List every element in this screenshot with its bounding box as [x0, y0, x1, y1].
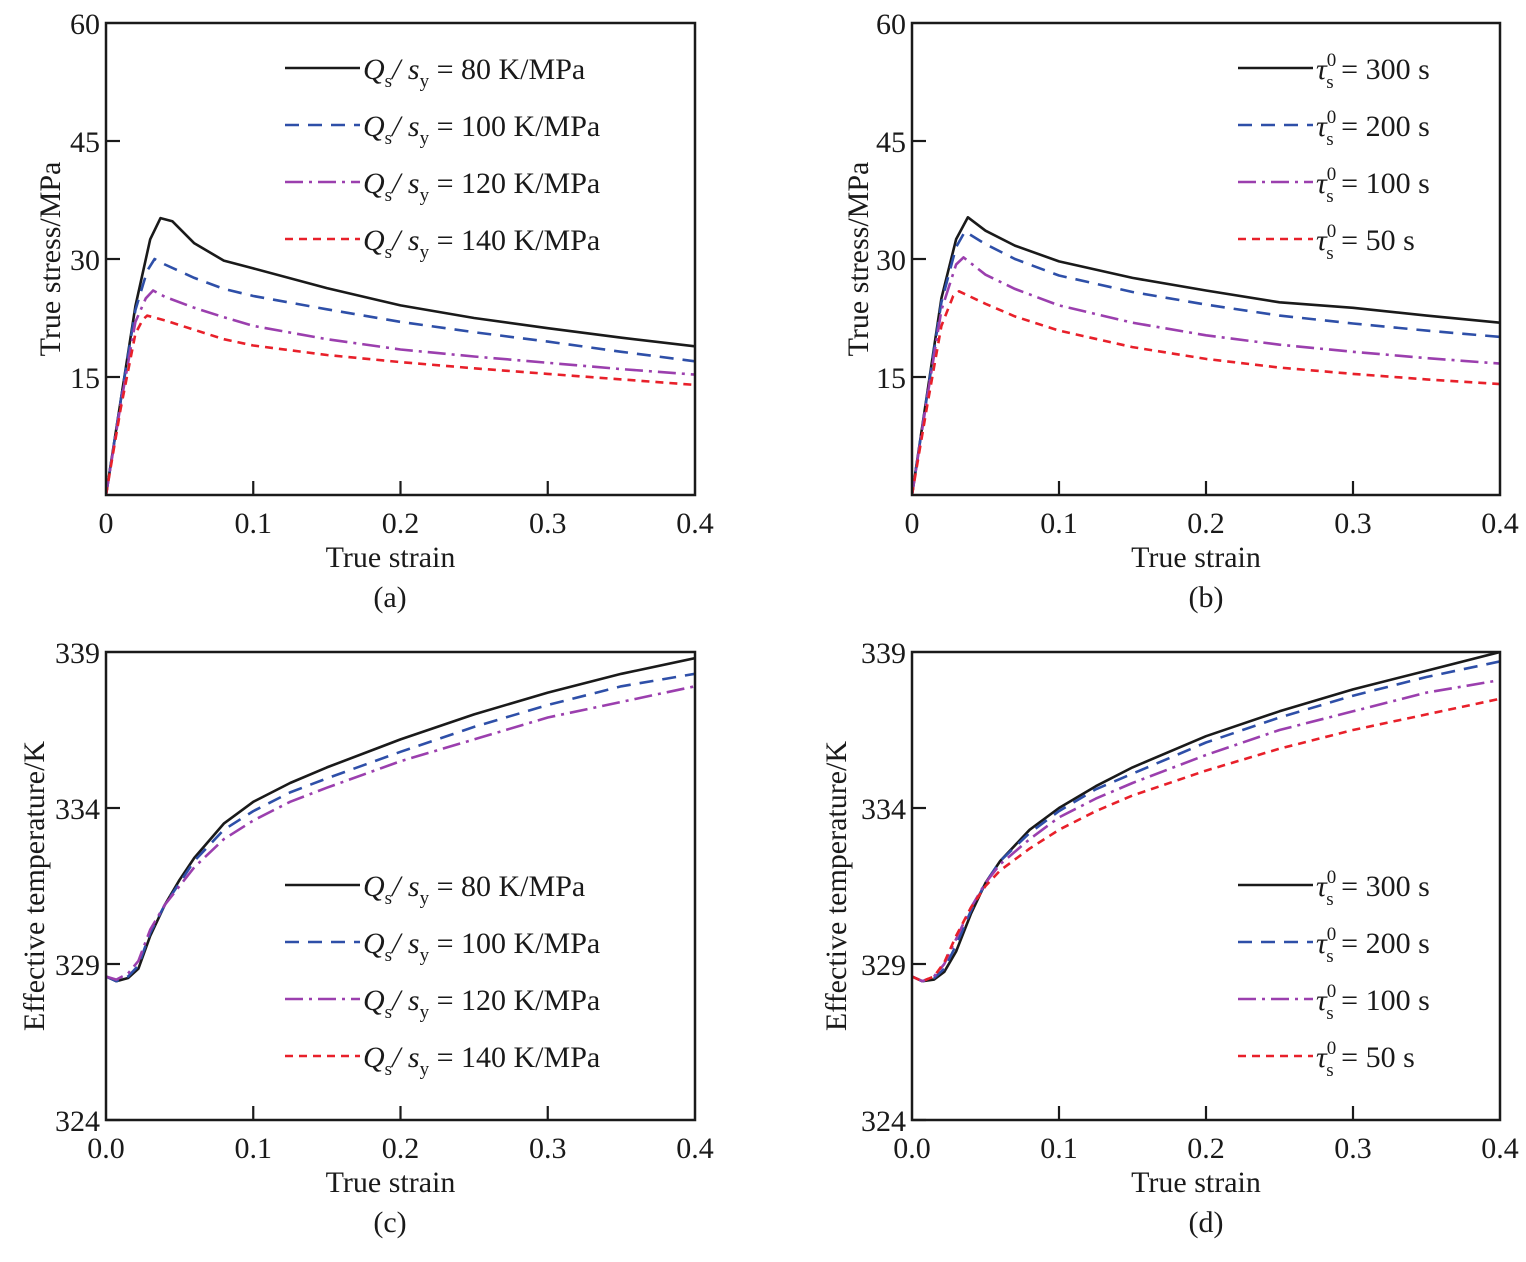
x-tick-label: 0.4 — [676, 1132, 714, 1165]
series-line-b-2 — [912, 256, 1500, 495]
x-tick-label: 0.3 — [529, 1132, 567, 1165]
series-line-b-3 — [912, 290, 1500, 495]
series-line-c-1 — [106, 672, 695, 983]
y-tick-label: 60 — [70, 8, 100, 41]
y-tick-label: 15 — [876, 362, 906, 395]
x-tick-label: 0.1 — [1040, 507, 1078, 540]
x-tick-label: 0.3 — [529, 507, 567, 540]
panel-label: (b) — [1189, 581, 1224, 614]
series-line-d-0 — [912, 652, 1500, 983]
legend-entry-label: Qs/ sy = 120 K/MPa — [363, 167, 600, 206]
legend-c: Qs/ sy = 80 K/MPa Qs/ sy = 100 K/MPa Qs/ s… — [285, 870, 600, 1080]
series-line-c-0 — [106, 656, 695, 983]
y-tick-label: 329 — [55, 949, 100, 982]
x-tick-label: 0.3 — [1334, 1132, 1372, 1165]
legend-b: τ0 s = 300 s τ0 s = 200 s τ0 s = 100 s τ0 s = 5… — [1238, 50, 1430, 264]
x-tick-label: 0 — [99, 507, 114, 540]
y-tick-label: 15 — [70, 362, 100, 395]
y-tick-label: 334 — [55, 793, 100, 826]
panel-c: 0.0 0.1 0.2 0.3 0.4 324 329 334 339 True strain Ef… — [18, 637, 714, 1239]
legend-entry-label: τ0 s = 50 s — [1316, 1038, 1415, 1081]
legend-entry-label: τ0 s = 200 s — [1316, 924, 1430, 967]
x-tick-label: 0.2 — [382, 1132, 420, 1165]
x-tick-label: 0.2 — [1187, 507, 1225, 540]
series-line-d-3 — [912, 697, 1500, 983]
legend-entry-label: Qs/ sy = 100 K/MPa — [363, 927, 600, 966]
y-axis-label: True stress/MPa — [34, 162, 67, 357]
y-axis-label: Effective temperature/K — [820, 741, 853, 1031]
legend-entry-label: τ0 s = 50 s — [1316, 221, 1415, 264]
plot-frame-a — [104, 21, 697, 497]
legend-entry-label: Qs/ sy = 100 K/MPa — [363, 110, 600, 149]
legend-entry-label: Qs/ sy = 120 K/MPa — [363, 984, 600, 1023]
series-line-c-2 — [106, 685, 695, 981]
x-tick-label: 0.2 — [1187, 1132, 1225, 1165]
series-line-a-2 — [106, 289, 695, 495]
x-tick-label: 0.0 — [87, 1132, 125, 1165]
legend-entry-label: Qs/ sy = 80 K/MPa — [363, 870, 585, 909]
legend-entry-label: Qs/ sy = 140 K/MPa — [363, 1041, 600, 1080]
legend-entry-label: τ0 s = 100 s — [1316, 164, 1430, 207]
legend-entry-label: τ0 s = 200 s — [1316, 107, 1430, 150]
y-tick-label: 45 — [70, 126, 100, 159]
x-tick-label: 0.4 — [676, 507, 714, 540]
y-tick-label: 334 — [861, 793, 906, 826]
legend-entry-label: Qs/ sy = 140 K/MPa — [363, 224, 600, 263]
y-tick-label: 324 — [861, 1105, 906, 1138]
legend-entry-label: τ0 s = 100 s — [1316, 981, 1430, 1024]
x-axis-label: True strain — [1131, 1166, 1261, 1199]
series-line-a-1 — [106, 257, 695, 495]
x-tick-label: 0.2 — [382, 507, 420, 540]
y-tick-label: 339 — [861, 637, 906, 670]
legend-entry-label: Qs/ sy = 80 K/MPa — [363, 53, 585, 92]
y-tick-label: 30 — [70, 244, 100, 277]
plot-frame-b — [910, 21, 1502, 497]
x-tick-label: 0.0 — [893, 1132, 931, 1165]
y-axis-label: True stress/MPa — [842, 162, 875, 357]
y-tick-label: 329 — [861, 949, 906, 982]
x-tick-label: 0.1 — [235, 507, 273, 540]
panel-label: (c) — [373, 1206, 406, 1239]
series-line-a-0 — [106, 216, 695, 495]
x-tick-label: 0.1 — [1040, 1132, 1078, 1165]
y-tick-label: 60 — [876, 8, 906, 41]
legend-entry-label: τ0 s = 300 s — [1316, 867, 1430, 910]
x-axis-label: True strain — [326, 1166, 456, 1199]
y-tick-label: 45 — [876, 126, 906, 159]
x-tick-label: 0.3 — [1334, 507, 1372, 540]
y-tick-label: 324 — [55, 1105, 100, 1138]
x-tick-label: 0 — [905, 507, 920, 540]
series-line-a-3 — [106, 314, 695, 495]
panel-label: (a) — [373, 581, 406, 614]
y-tick-label: 30 — [876, 244, 906, 277]
panel-a: 0 0.1 0.2 0.3 0.4 15 30 45 60 True strain True str… — [34, 8, 714, 614]
x-tick-label: 0.1 — [235, 1132, 273, 1165]
x-tick-label: 0.4 — [1481, 507, 1519, 540]
x-axis-label: True strain — [326, 541, 456, 574]
series-line-d-1 — [912, 660, 1500, 983]
panel-label: (d) — [1189, 1206, 1224, 1239]
legend-a: Qs/ sy = 80 K/MPa Qs/ sy = 100 K/MPa Qs/ s… — [285, 53, 600, 263]
y-tick-label: 339 — [55, 637, 100, 670]
x-axis-label: True strain — [1131, 541, 1261, 574]
legend-entry-label: τ0 s = 300 s — [1316, 50, 1430, 93]
legend-d: τ0 s = 300 s τ0 s = 200 s τ0 s = 100 s τ0 s = 5… — [1238, 867, 1430, 1081]
y-axis-label: Effective temperature/K — [18, 741, 51, 1031]
series-line-b-1 — [912, 230, 1500, 495]
x-tick-label: 0.4 — [1481, 1132, 1519, 1165]
panel-b: 0 0.1 0.2 0.3 0.4 15 30 45 60 True strain True str… — [842, 8, 1519, 614]
panel-d: 0.0 0.1 0.2 0.3 0.4 324 329 334 339 True strain Ef… — [820, 637, 1519, 1239]
